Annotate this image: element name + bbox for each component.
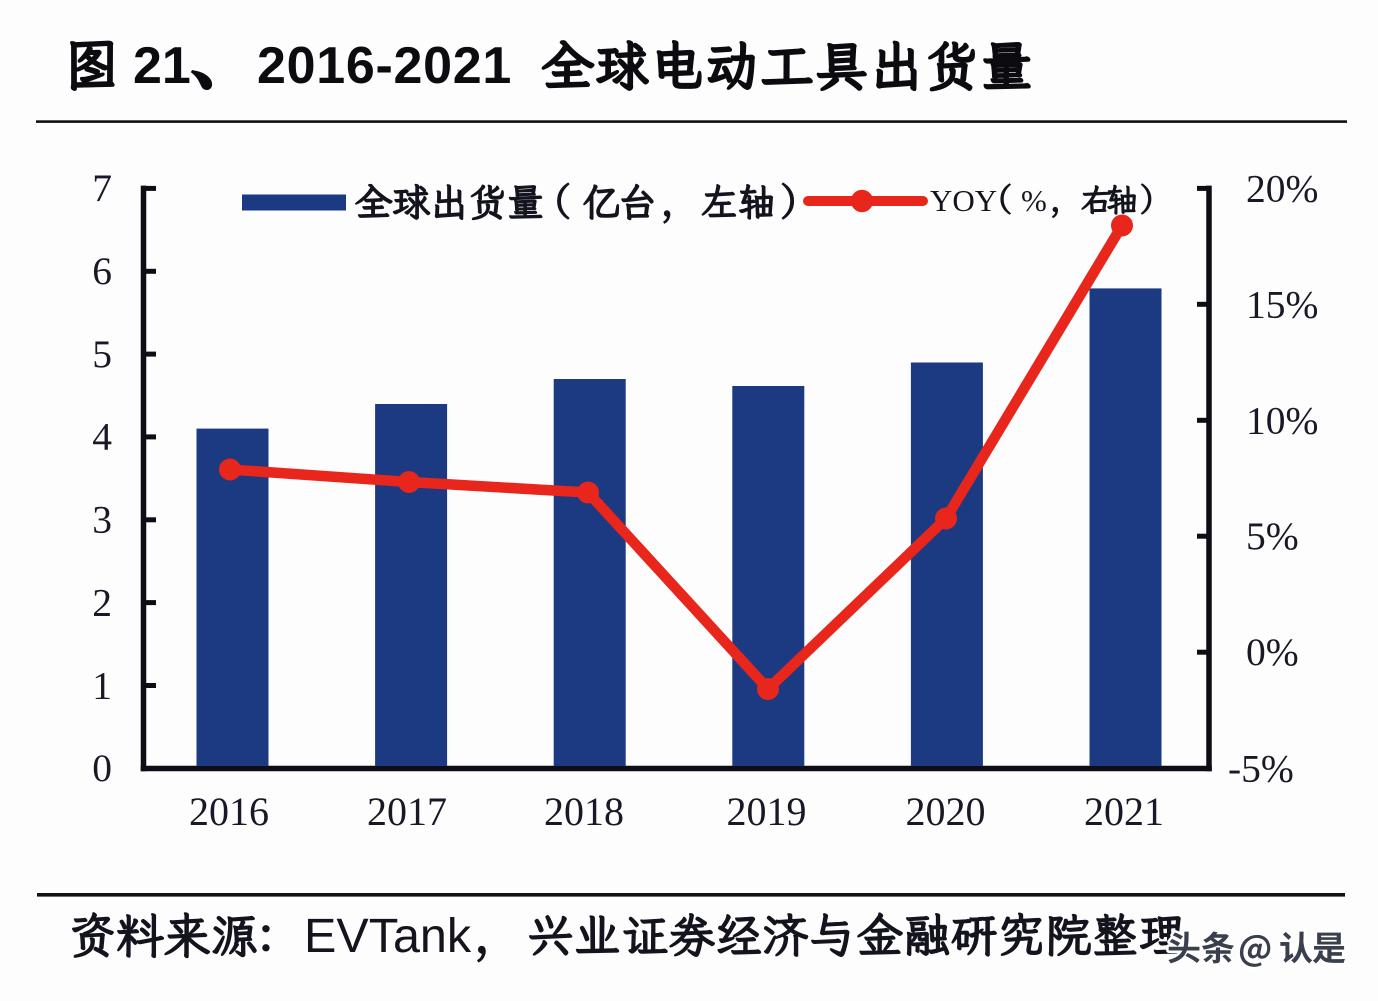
svg-text:20%: 20% — [1246, 166, 1318, 210]
svg-text:1: 1 — [92, 663, 112, 707]
svg-text:%: % — [1021, 183, 1047, 218]
svg-text:YOY: YOY — [930, 183, 997, 218]
svg-text:2017: 2017 — [367, 789, 447, 834]
svg-text:EVTank: EVTank — [304, 909, 472, 963]
svg-text:5: 5 — [92, 332, 112, 376]
svg-text:10%: 10% — [1246, 398, 1318, 442]
svg-text:6: 6 — [92, 249, 112, 293]
svg-text:0: 0 — [92, 746, 112, 790]
svg-text:4: 4 — [92, 415, 112, 459]
svg-text:3: 3 — [92, 498, 112, 542]
svg-text:2018: 2018 — [544, 789, 624, 834]
svg-text:7: 7 — [92, 166, 112, 210]
svg-text:2016: 2016 — [189, 789, 269, 834]
svg-text:2021: 2021 — [1084, 789, 1164, 834]
svg-text:-5%: -5% — [1228, 746, 1294, 790]
svg-text:2016-2021: 2016-2021 — [257, 37, 512, 95]
svg-text:21: 21 — [133, 37, 191, 95]
svg-text:2020: 2020 — [906, 789, 986, 834]
svg-text:5%: 5% — [1246, 514, 1299, 558]
svg-text:2019: 2019 — [727, 789, 807, 834]
svg-text:15%: 15% — [1246, 282, 1318, 326]
svg-text:0%: 0% — [1246, 630, 1299, 674]
svg-text:2: 2 — [92, 580, 112, 624]
